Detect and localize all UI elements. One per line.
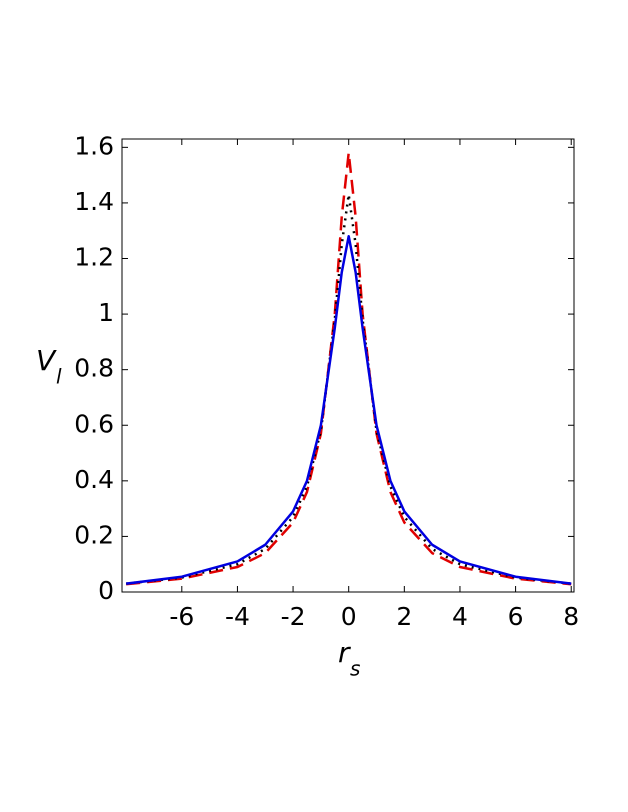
y-tick-label: 0.4	[74, 465, 114, 494]
y-tick-label: 1.6	[74, 131, 114, 160]
y-tick-label: 0.6	[74, 409, 114, 438]
series-line	[126, 193, 572, 585]
y-tick-label: 1.2	[74, 243, 114, 272]
x-tick-label: 0	[341, 602, 357, 631]
x-tick-label: -6	[169, 602, 194, 631]
plot-frame	[121, 138, 575, 593]
series-line	[126, 151, 572, 586]
y-tick-label: 0	[98, 576, 114, 605]
x-tick-label: 4	[452, 602, 468, 631]
x-label: r	[338, 636, 351, 669]
y-tick-label: 1.4	[74, 187, 114, 216]
x-tick-label: -4	[225, 602, 250, 631]
x-tick-label: 6	[508, 602, 524, 631]
x-tick-label: 8	[563, 602, 579, 631]
y-label-sub: l	[56, 365, 62, 389]
x-label-sub: s	[350, 657, 360, 681]
y-tick-label: 0.2	[74, 520, 114, 549]
x-tick-label: -2	[281, 602, 306, 631]
series-line	[126, 235, 572, 585]
y-tick-label: 0.8	[74, 354, 114, 383]
x-tick-label: 2	[396, 602, 412, 631]
y-label: V	[36, 344, 57, 377]
y-tick-label: 1	[98, 298, 114, 327]
